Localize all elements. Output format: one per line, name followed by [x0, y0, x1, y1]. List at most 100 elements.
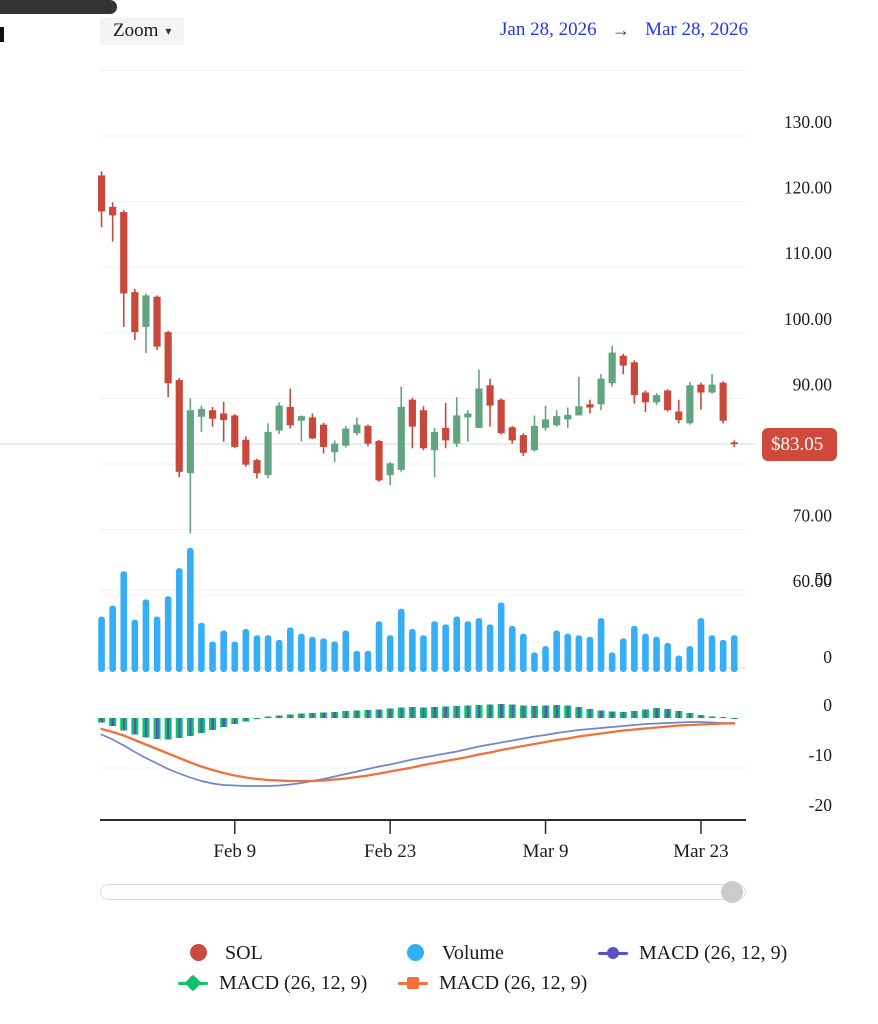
candle-body[interactable]: [652, 395, 661, 403]
candle-body[interactable]: [697, 384, 705, 393]
volume-bar[interactable]: [708, 635, 716, 672]
volume-bar[interactable]: [619, 638, 627, 672]
volume-bar[interactable]: [386, 635, 394, 672]
volume-bar[interactable]: [131, 619, 139, 672]
candle-body[interactable]: [264, 431, 272, 476]
volume-bar[interactable]: [631, 625, 638, 672]
macd-histogram-bar[interactable]: [564, 705, 572, 719]
macd-signal-line-series[interactable]: [100, 722, 736, 783]
candle-body[interactable]: [153, 296, 161, 347]
volume-bar[interactable]: [253, 635, 261, 672]
volume-bar[interactable]: [475, 618, 483, 672]
volume-bar[interactable]: [464, 621, 472, 672]
candle-body[interactable]: [641, 392, 650, 403]
candle-body[interactable]: [186, 410, 194, 474]
macd-histogram-bar[interactable]: [142, 718, 150, 738]
macd-histogram-bar[interactable]: [364, 710, 372, 718]
candle-body[interactable]: [508, 427, 516, 441]
macd-histogram-bar[interactable]: [508, 704, 516, 719]
macd-histogram-series[interactable]: [98, 704, 738, 740]
candle-body[interactable]: [319, 424, 328, 447]
volume-bar[interactable]: [420, 635, 427, 672]
candle-body[interactable]: [453, 415, 461, 444]
candle-body[interactable]: [530, 425, 539, 451]
macd-histogram-bar[interactable]: [197, 718, 205, 733]
macd-histogram-bar[interactable]: [220, 718, 228, 727]
macd-histogram-bar[interactable]: [519, 705, 527, 719]
macd-histogram-bar[interactable]: [619, 712, 627, 718]
volume-bar[interactable]: [198, 622, 205, 672]
volume-bar[interactable]: [520, 633, 527, 672]
volume-bar[interactable]: [320, 638, 327, 672]
volume-bar[interactable]: [719, 639, 727, 672]
date-range-end[interactable]: Mar 28, 2026: [645, 19, 748, 40]
macd-histogram-bar[interactable]: [586, 709, 594, 718]
candle-body[interactable]: [131, 292, 139, 333]
macd-histogram-bar[interactable]: [209, 718, 217, 730]
candle-body[interactable]: [142, 295, 150, 327]
macd-histogram-bar[interactable]: [419, 707, 427, 719]
macd-histogram-bar[interactable]: [431, 707, 439, 718]
volume-bar[interactable]: [264, 635, 272, 672]
volume-bar[interactable]: [220, 630, 227, 672]
volume-bar[interactable]: [298, 633, 305, 672]
candle-body[interactable]: [208, 410, 217, 419]
volume-bar[interactable]: [209, 641, 216, 672]
macd-histogram-bar[interactable]: [186, 718, 194, 736]
volume-bar[interactable]: [553, 630, 560, 672]
volume-bar[interactable]: [664, 643, 671, 672]
candle-body[interactable]: [664, 390, 672, 411]
macd-histogram-bar[interactable]: [353, 710, 361, 719]
volume-bar[interactable]: [286, 627, 294, 672]
volume-bar[interactable]: [653, 636, 660, 672]
candle-body[interactable]: [286, 406, 294, 426]
volume-bar[interactable]: [575, 635, 583, 672]
macd-histogram-bar[interactable]: [408, 707, 416, 718]
scrollbar-handle[interactable]: [721, 881, 743, 903]
volume-bar[interactable]: [431, 621, 438, 672]
candle-body[interactable]: [364, 425, 372, 444]
volume-bar[interactable]: [231, 641, 239, 672]
macd-histogram-bar[interactable]: [242, 718, 250, 722]
legend-item-macd-histogram[interactable]: MACD (26, 12, 9): [178, 971, 367, 995]
candle-body[interactable]: [675, 411, 683, 421]
candle-body[interactable]: [220, 413, 228, 421]
macd-histogram-bar[interactable]: [641, 709, 649, 719]
candle-body[interactable]: [419, 410, 428, 449]
volume-bar[interactable]: [409, 629, 416, 672]
volume-bar[interactable]: [187, 547, 194, 672]
macd-histogram-bar[interactable]: [708, 716, 716, 719]
candle-body[interactable]: [719, 382, 727, 421]
legend-item-macd-signal[interactable]: MACD (26, 12, 9): [398, 971, 587, 995]
volume-bar[interactable]: [275, 639, 283, 672]
macd-histogram-bar[interactable]: [331, 712, 339, 718]
macd-histogram-bar[interactable]: [297, 713, 305, 719]
macd-histogram-bar[interactable]: [164, 718, 172, 740]
macd-histogram-bar[interactable]: [675, 711, 683, 718]
candle-body[interactable]: [375, 441, 383, 481]
macd-histogram-bar[interactable]: [575, 707, 583, 718]
macd-histogram-bar[interactable]: [730, 718, 738, 719]
candle-body[interactable]: [297, 416, 305, 421]
chart-range-scrollbar[interactable]: [100, 881, 746, 903]
volume-bar[interactable]: [164, 596, 172, 672]
volume-bar[interactable]: [142, 599, 150, 672]
volume-bar[interactable]: [120, 571, 128, 672]
macd-histogram-bar[interactable]: [497, 704, 505, 718]
volume-bar[interactable]: [175, 568, 183, 672]
candle-body[interactable]: [564, 414, 572, 420]
volume-bar[interactable]: [375, 621, 383, 672]
volume-bar[interactable]: [242, 629, 250, 672]
candle-body[interactable]: [619, 355, 627, 366]
candle-body[interactable]: [708, 384, 716, 393]
candle-body[interactable]: [486, 385, 494, 406]
volume-bar[interactable]: [453, 616, 461, 672]
macd-histogram-bar[interactable]: [98, 718, 106, 723]
candle-body[interactable]: [442, 427, 450, 441]
candle-body[interactable]: [397, 406, 405, 470]
macd-histogram-bar[interactable]: [231, 718, 239, 724]
candle-body[interactable]: [541, 419, 550, 428]
volume-bar[interactable]: [364, 650, 372, 672]
legend-item-sol[interactable]: SOL: [184, 941, 263, 965]
macd-histogram-bar[interactable]: [653, 708, 661, 718]
